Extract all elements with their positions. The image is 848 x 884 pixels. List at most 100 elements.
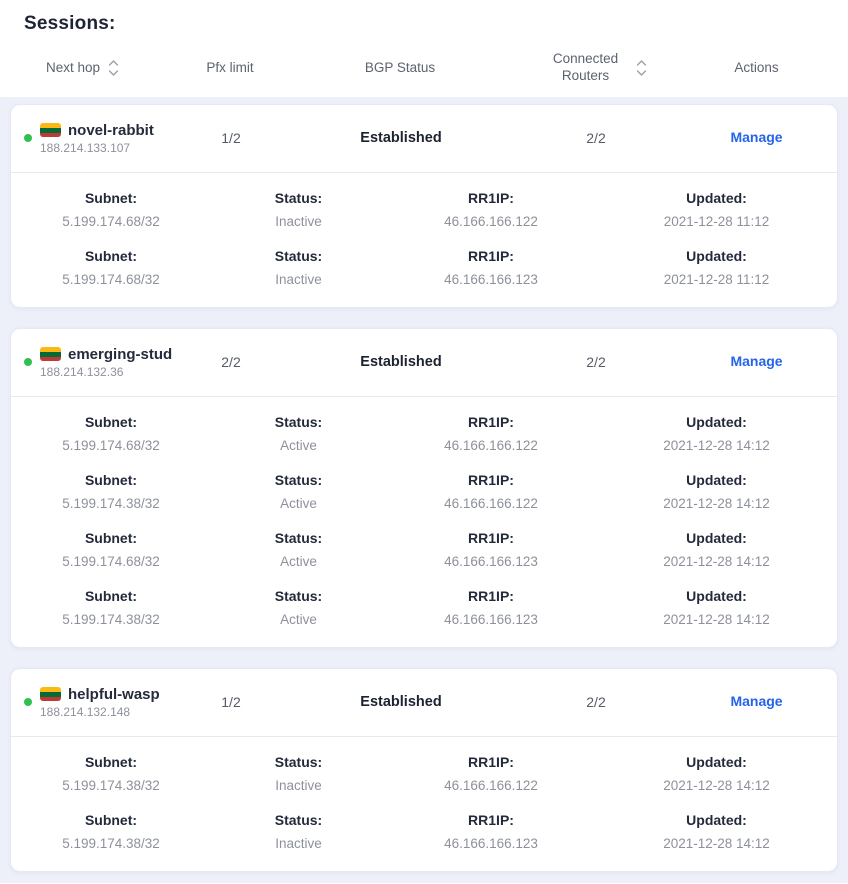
column-header-next-hop-label: Next hop — [46, 60, 101, 76]
updated-label: Updated: — [686, 471, 747, 488]
subnet-label: Subnet: — [84, 753, 138, 770]
updated-field: Updated: 2021-12-28 14:12 — [596, 463, 837, 521]
subnet-label: Subnet: — [84, 471, 138, 488]
status-label: Status: — [274, 529, 323, 546]
page-title: Sessions: — [24, 13, 116, 34]
lithuania-flag-icon — [40, 123, 61, 138]
status-field: Status: Inactive — [211, 803, 386, 861]
subnet-value: 5.199.174.68/32 — [62, 213, 160, 229]
column-header-connected-routers-label: Connected Routers — [552, 51, 619, 83]
updated-value: 2021-12-28 14:12 — [663, 495, 770, 511]
updated-field: Updated: 2021-12-28 14:12 — [596, 745, 837, 803]
updated-field: Updated: 2021-12-28 11:12 — [596, 181, 837, 239]
subnet-row: Subnet: 5.199.174.68/32 Status: Active R… — [11, 405, 837, 463]
pfx-limit-value: 1/2 — [221, 694, 241, 711]
connected-routers-value: 2/2 — [586, 354, 606, 371]
status-field: Status: Active — [211, 463, 386, 521]
updated-value: 2021-12-28 14:12 — [663, 611, 770, 627]
subnet-label: Subnet: — [84, 811, 138, 828]
subnet-row: Subnet: 5.199.174.38/32 Status: Inactive… — [11, 803, 837, 861]
updated-field: Updated: 2021-12-28 11:12 — [596, 239, 837, 297]
subnet-field: Subnet: 5.199.174.38/32 — [11, 745, 211, 803]
session-card: novel-rabbit 188.214.133.107 1/2 Establi… — [10, 103, 838, 308]
subnet-label: Subnet: — [84, 413, 138, 430]
lithuania-flag-icon — [40, 347, 61, 362]
rr1ip-label: RR1IP: — [468, 587, 514, 604]
updated-value: 2021-12-28 14:12 — [663, 437, 770, 453]
updated-label: Updated: — [686, 811, 747, 828]
lithuania-flag-icon — [40, 687, 61, 702]
subnet-row: Subnet: 5.199.174.68/32 Status: Inactive… — [11, 239, 837, 297]
updated-value: 2021-12-28 14:12 — [663, 835, 770, 851]
subnet-label: Subnet: — [84, 529, 138, 546]
rr1ip-value: 46.166.166.123 — [444, 271, 538, 287]
status-value: Inactive — [275, 213, 322, 229]
subnet-label: Subnet: — [84, 189, 138, 206]
rr1ip-label: RR1IP: — [468, 189, 514, 206]
subnet-field: Subnet: 5.199.174.68/32 — [11, 521, 211, 579]
subnet-field: Subnet: 5.199.174.68/32 — [11, 239, 211, 297]
status-label: Status: — [274, 413, 323, 430]
column-header-actions: Actions — [675, 60, 838, 75]
next-hop-cell: novel-rabbit 188.214.133.107 — [11, 122, 176, 155]
subnet-row: Subnet: 5.199.174.68/32 Status: Active R… — [11, 521, 837, 579]
status-label: Status: — [274, 587, 323, 604]
rr1ip-field: RR1IP: 46.166.166.123 — [386, 579, 596, 637]
updated-label: Updated: — [686, 587, 747, 604]
bgp-status-value: Established — [360, 354, 442, 371]
rr1ip-field: RR1IP: 46.166.166.122 — [386, 405, 596, 463]
updated-label: Updated: — [686, 247, 747, 264]
subnet-label: Subnet: — [84, 587, 138, 604]
subnet-value: 5.199.174.38/32 — [62, 835, 160, 851]
rr1ip-label: RR1IP: — [468, 529, 514, 546]
pfx-limit-value: 2/2 — [221, 354, 241, 371]
updated-value: 2021-12-28 14:12 — [663, 777, 770, 793]
sort-icon-connected-routers[interactable] — [636, 59, 647, 77]
session-row: helpful-wasp 188.214.132.148 1/2 Establi… — [11, 669, 837, 736]
updated-field: Updated: 2021-12-28 14:12 — [596, 579, 837, 637]
subnet-value: 5.199.174.68/32 — [62, 271, 160, 287]
status-field: Status: Active — [211, 579, 386, 637]
bgp-status-value: Established — [360, 694, 442, 711]
updated-field: Updated: 2021-12-28 14:12 — [596, 405, 837, 463]
session-card: helpful-wasp 188.214.132.148 1/2 Establi… — [10, 667, 838, 872]
column-header-bgp-status: BGP Status — [285, 60, 515, 75]
subnet-value: 5.199.174.68/32 — [62, 437, 160, 453]
session-row: emerging-stud 188.214.132.36 2/2 Establi… — [11, 329, 837, 396]
column-header-connected-routers: Connected Routers — [515, 51, 675, 85]
sort-icon-next-hop[interactable] — [108, 59, 119, 77]
rr1ip-value: 46.166.166.122 — [444, 777, 538, 793]
actions-cell: Manage — [676, 353, 837, 371]
status-label: Status: — [274, 811, 323, 828]
column-header-next-hop: Next hop — [10, 59, 175, 77]
rr1ip-field: RR1IP: 46.166.166.122 — [386, 463, 596, 521]
rr1ip-field: RR1IP: 46.166.166.122 — [386, 745, 596, 803]
session-card: emerging-stud 188.214.132.36 2/2 Establi… — [10, 327, 838, 648]
updated-label: Updated: — [686, 413, 747, 430]
subnet-field: Subnet: 5.199.174.68/32 — [11, 405, 211, 463]
subnet-row: Subnet: 5.199.174.68/32 Status: Inactive… — [11, 181, 837, 239]
manage-link[interactable]: Manage — [730, 129, 783, 146]
rr1ip-label: RR1IP: — [468, 471, 514, 488]
subnet-field: Subnet: 5.199.174.38/32 — [11, 579, 211, 637]
manage-link[interactable]: Manage — [730, 693, 783, 710]
manage-link[interactable]: Manage — [730, 353, 783, 370]
subnet-row: Subnet: 5.199.174.38/32 Status: Active R… — [11, 463, 837, 521]
status-field: Status: Inactive — [211, 239, 386, 297]
subnet-value: 5.199.174.68/32 — [62, 553, 160, 569]
column-header-pfx-limit-label: Pfx limit — [206, 60, 254, 76]
updated-value: 2021-12-28 11:12 — [663, 213, 770, 229]
subnet-list: Subnet: 5.199.174.38/32 Status: Inactive… — [11, 737, 837, 871]
online-status-dot-icon — [24, 358, 32, 367]
status-value: Active — [280, 553, 317, 569]
subnet-value: 5.199.174.38/32 — [62, 495, 160, 511]
subnet-row: Subnet: 5.199.174.38/32 Status: Inactive… — [11, 745, 837, 803]
rr1ip-value: 46.166.166.122 — [444, 437, 538, 453]
subnet-list: Subnet: 5.199.174.68/32 Status: Active R… — [11, 397, 837, 647]
status-value: Inactive — [275, 835, 322, 851]
subnet-label: Subnet: — [84, 247, 138, 264]
actions-cell: Manage — [676, 129, 837, 147]
rr1ip-field: RR1IP: 46.166.166.123 — [386, 521, 596, 579]
next-hop-cell: emerging-stud 188.214.132.36 — [11, 346, 176, 379]
session-ip: 188.214.133.107 — [40, 140, 131, 155]
